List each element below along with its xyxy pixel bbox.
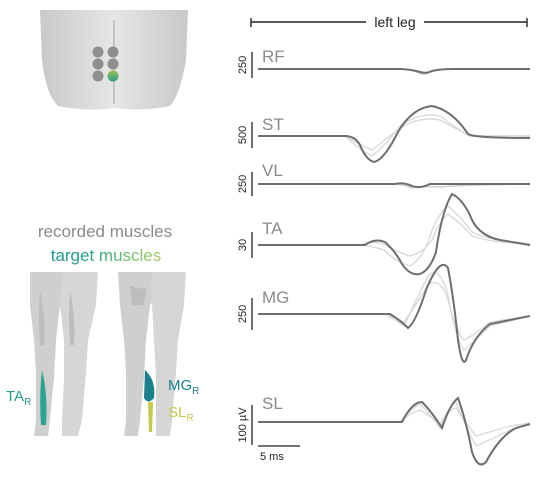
legs-back-illustration [118, 272, 186, 436]
electrode-dot [92, 46, 104, 58]
header-title: left leg [374, 14, 415, 30]
trace-sl-light [258, 401, 531, 447]
trace-sl-label: SL [262, 394, 283, 413]
back-left-leg-shape [118, 272, 186, 436]
electrode-dot [107, 58, 119, 70]
trace-st-label: ST [262, 115, 284, 134]
electrode-dot [107, 46, 119, 58]
trace-mg-light [258, 281, 531, 341]
electrode-dot [92, 70, 104, 82]
back-right-leg-shape [118, 272, 152, 436]
trace-mg-label: MG [262, 288, 289, 307]
trace-mg-dark [258, 263, 531, 363]
trace-vl: VL 250 [237, 161, 531, 196]
mg-label: MGR [168, 377, 199, 397]
trace-ta: TA 30 [237, 192, 531, 276]
trace-st-scale: 500 [237, 126, 249, 144]
sl-muscle-highlight [148, 402, 153, 432]
trace-sl-dark [258, 396, 531, 466]
front-quad-shade [39, 290, 45, 345]
trace-rf-scale: 250 [237, 56, 249, 74]
muscle-label-sl: SLR [168, 404, 194, 424]
ta-muscle-highlight [40, 370, 47, 425]
trace-mg-scale: 250 [237, 305, 249, 323]
sl-label: SLR [168, 404, 194, 424]
front-quad-shade [69, 290, 75, 345]
mg-label-main: MG [168, 377, 192, 394]
trace-vl-scale: 250 [237, 175, 249, 193]
trace-mg-light [258, 272, 531, 351]
legend-target-muscles: target muscles [51, 246, 162, 265]
muscle-label-mg: MGR [168, 377, 199, 397]
trace-rf: RF 250 [237, 47, 530, 78]
back-implant-illustration [40, 10, 188, 110]
legend-recorded-muscles: recorded muscles [38, 222, 172, 241]
mg-muscle-highlight [144, 370, 155, 402]
trace-rf-dark [258, 68, 530, 74]
active-electrode-dot [107, 70, 119, 82]
trace-ta-light [258, 205, 531, 267]
trace-vl-label: VL [262, 161, 283, 180]
muscle-label-ta: TAR [6, 388, 31, 408]
electrode-dot [92, 58, 104, 70]
trace-vl-dark [258, 182, 530, 189]
trace-st-dark [258, 104, 531, 164]
time-scale: 5 ms [258, 445, 300, 463]
mg-label-sub: R [192, 386, 199, 397]
trace-ta-scale: 30 [237, 239, 249, 251]
trace-ta-dark [258, 192, 531, 276]
trace-mg: MG 250 [237, 263, 531, 363]
trace-sl-scale: 100 µV [237, 407, 249, 443]
ta-label-sub: R [24, 397, 31, 408]
front-right-leg-shape [30, 272, 98, 436]
glute-shade [130, 285, 146, 305]
left-leg-header: left leg [250, 14, 528, 30]
ta-label-main: TA [6, 388, 24, 405]
sl-label-sub: R [186, 413, 193, 424]
trace-ta-label: TA [262, 219, 283, 238]
trace-ta-light [258, 213, 531, 257]
trace-st: ST 500 [237, 104, 531, 164]
ta-label: TAR [6, 388, 31, 408]
legs-front-illustration [30, 272, 98, 436]
front-left-leg-shape [30, 272, 62, 436]
sl-label-main: SL [168, 404, 186, 421]
trace-sl: SL 100 µV [237, 394, 531, 466]
trace-rf-label: RF [262, 47, 285, 66]
time-scale-label: 5 ms [260, 451, 284, 463]
